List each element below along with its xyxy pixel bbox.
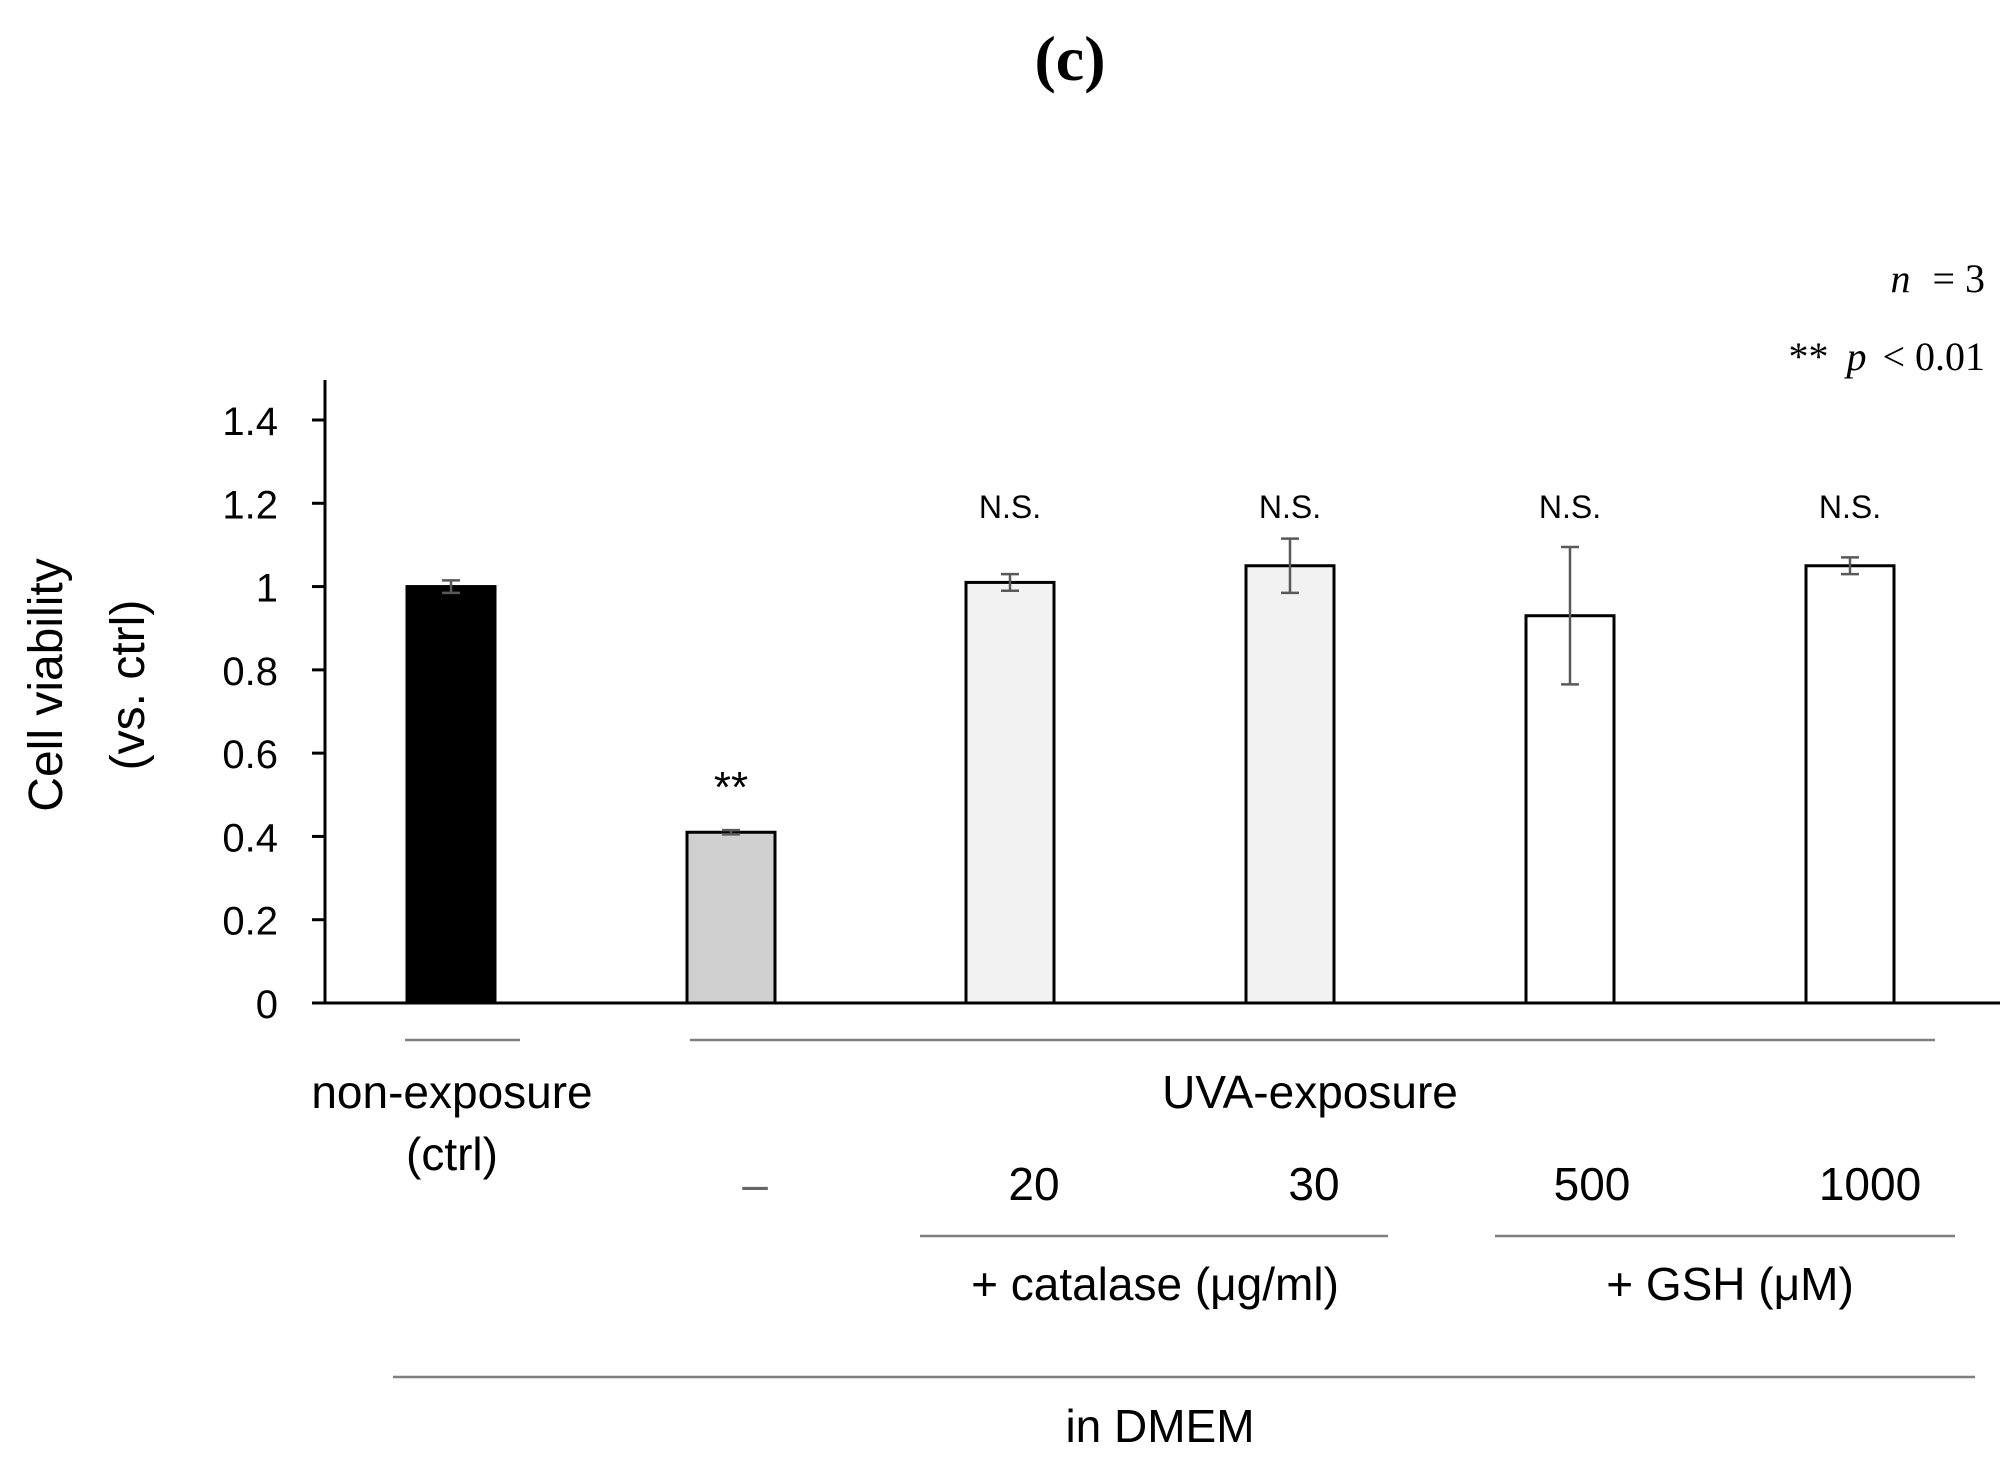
bars: ** N.S. N.S. N.S. N.S. bbox=[405, 489, 1896, 1005]
y-axis-title-line1: Cell viability bbox=[20, 558, 73, 811]
significance-label: N.S. bbox=[1819, 489, 1881, 525]
gsh-dose-1000: 1000 bbox=[1819, 1158, 1921, 1210]
bar bbox=[685, 830, 777, 1005]
y-tick-label: 0.8 bbox=[222, 650, 278, 694]
bar bbox=[1244, 564, 1336, 1005]
medium-label: in DMEM bbox=[1065, 1400, 1254, 1452]
significance-label: ** bbox=[714, 763, 748, 812]
significance-label: N.S. bbox=[1539, 489, 1601, 525]
ctrl-label-line1: non-exposure bbox=[311, 1066, 592, 1118]
bar bbox=[964, 580, 1056, 1005]
y-axis-title-line2: (vs. ctrl) bbox=[102, 600, 155, 771]
p-value-annotation: ** p < 0.01 bbox=[1788, 334, 1985, 379]
catalase-dose-20: 20 bbox=[1008, 1158, 1059, 1210]
sample-size-annotation: n = 3 bbox=[1890, 256, 1985, 301]
p-threshold: < 0.01 bbox=[1882, 334, 1985, 379]
y-tick-label: 1.2 bbox=[222, 483, 278, 527]
gsh-group-label: + GSH (μM) bbox=[1606, 1258, 1854, 1310]
ctrl-label-line2: (ctrl) bbox=[406, 1128, 498, 1180]
p-stars: ** bbox=[1788, 334, 1828, 379]
n-equals: = 3 bbox=[1932, 256, 1985, 301]
n-label: n bbox=[1890, 256, 1910, 301]
gsh-dose-500: 500 bbox=[1554, 1158, 1631, 1210]
y-tick-label: 1.4 bbox=[222, 400, 278, 444]
uva-label: UVA-exposure bbox=[1162, 1066, 1458, 1118]
y-ticks: 0 0.2 0.4 0.6 0.8 1 1.2 1.4 bbox=[222, 400, 325, 1027]
catalase-group-label: + catalase (μg/ml) bbox=[971, 1258, 1339, 1310]
y-tick-label: 0 bbox=[256, 983, 278, 1027]
y-tick-label: 0.4 bbox=[222, 816, 278, 860]
p-label: p bbox=[1843, 334, 1866, 379]
figure-label: (c) bbox=[1034, 23, 1105, 94]
group-brackets bbox=[393, 1038, 1975, 1379]
no-treatment-dash: – bbox=[742, 1158, 768, 1210]
y-tick-label: 1 bbox=[256, 567, 278, 611]
significance-label: N.S. bbox=[979, 489, 1041, 525]
y-tick-label: 0.2 bbox=[222, 900, 278, 944]
y-tick-label: 0.6 bbox=[222, 733, 278, 777]
bar bbox=[1804, 564, 1896, 1005]
y-axis-title: Cell viability (vs. ctrl) bbox=[20, 558, 155, 811]
bar bbox=[405, 585, 497, 1005]
catalase-dose-30: 30 bbox=[1288, 1158, 1339, 1210]
significance-label: N.S. bbox=[1259, 489, 1321, 525]
